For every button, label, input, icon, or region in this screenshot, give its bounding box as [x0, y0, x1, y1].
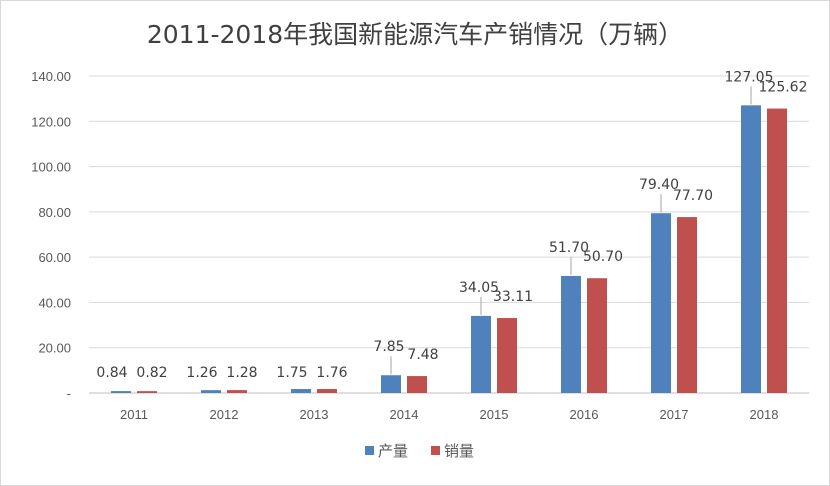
bar-production: [381, 375, 401, 393]
data-label-production: 7.85: [373, 339, 404, 355]
y-tick-label: 140.00: [31, 69, 71, 84]
bar-sales: [497, 318, 517, 393]
x-tick-label: 2012: [210, 407, 239, 422]
bar-production: [561, 275, 581, 393]
y-tick-label: -: [67, 386, 71, 401]
bar-production: [201, 390, 221, 393]
data-label-sales: 125.62: [759, 80, 808, 96]
bar-production: [741, 105, 761, 393]
data-label-production: 0.84: [96, 365, 127, 381]
legend-label: 产量: [378, 442, 408, 460]
x-tick-label: 2018: [750, 407, 779, 422]
data-label-sales: 7.48: [407, 347, 438, 363]
y-tick-label: 100.00: [31, 160, 71, 175]
bar-sales: [587, 278, 607, 393]
legend-swatch: [365, 446, 374, 455]
chart-title: 2011-2018年我国新能源汽车产销情况（万辆）: [146, 20, 684, 49]
bar-production: [291, 389, 311, 393]
bar-sales: [677, 217, 697, 393]
data-label-sales: 33.11: [493, 289, 533, 305]
bar-sales: [227, 390, 247, 393]
x-tick-label: 2016: [570, 407, 599, 422]
x-tick-label: 2015: [480, 407, 509, 422]
data-label-production: 79.40: [639, 177, 679, 193]
y-tick-label: 60.00: [38, 250, 71, 265]
data-label-production: 127.05: [725, 69, 774, 85]
y-tick-label: 40.00: [38, 295, 71, 310]
x-tick-label: 2013: [300, 407, 329, 422]
data-label-production: 1.75: [276, 365, 307, 381]
data-label-sales: 1.28: [226, 365, 257, 381]
legend-label: 销量: [444, 442, 474, 460]
bar-sales: [767, 108, 787, 393]
x-tick-label: 2014: [390, 407, 419, 422]
data-label-production: 34.05: [459, 280, 499, 296]
data-label-production: 1.26: [186, 365, 217, 381]
data-label-sales: 77.70: [673, 188, 713, 204]
bar-production: [651, 213, 671, 393]
bar-sales: [407, 376, 427, 393]
bar-production: [471, 315, 491, 393]
legend-swatch: [431, 446, 440, 455]
y-tick-label: 80.00: [38, 205, 71, 220]
data-label-production: 51.70: [549, 240, 589, 256]
bar-sales: [317, 389, 337, 393]
data-label-sales: 1.76: [316, 365, 347, 381]
y-tick-label: 120.00: [31, 114, 71, 129]
data-label-sales: 50.70: [583, 249, 623, 265]
bar-sales: [137, 391, 157, 393]
bar-production: [111, 391, 131, 393]
y-tick-label: 20.00: [38, 341, 71, 356]
data-label-sales: 0.82: [136, 365, 167, 381]
x-tick-label: 2011: [120, 407, 148, 422]
x-tick-label: 2017: [660, 407, 689, 422]
